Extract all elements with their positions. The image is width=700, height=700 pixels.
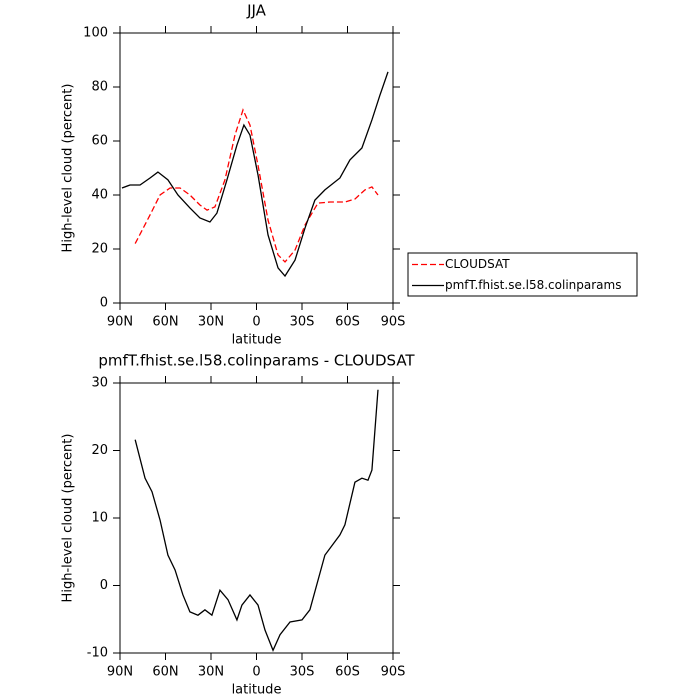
x-tick-label: 90S [381,665,406,680]
y-tick-label: 60 [91,134,108,149]
y-tick-label: 40 [91,188,108,203]
line [134,389,379,652]
legend-label: pmfT.fhist.se.l58.colinparams [445,278,621,292]
y-tick-label: 10 [91,511,108,526]
x-tick-label: 60N [152,315,178,330]
y-tick-label: 20 [91,443,108,458]
x-axis-label: latitude [232,333,282,348]
x-tick-label: 30S [290,315,315,330]
x-tick-label: 0 [252,665,260,680]
y-tick-label: 80 [91,80,108,95]
y-tick-label: 20 [91,242,108,257]
y-tick-label: 0 [100,578,108,593]
chart-title: JJA [246,2,267,20]
x-axis-label: latitude [232,683,282,698]
x-tick-label: 30N [198,665,224,680]
y-axis-label: High-level cloud (percent) [61,84,76,253]
x-tick-label: 60S [335,315,360,330]
legend-label: CLOUDSAT [445,257,510,271]
y-tick-label: 0 [100,296,108,311]
x-tick-label: 90S [381,315,406,330]
y-tick-label: 30 [91,376,108,391]
plot-frame [119,382,394,654]
x-tick-label: 0 [252,315,260,330]
line [134,108,379,263]
x-tick-label: 90N [107,665,133,680]
x-tick-label: 90N [107,315,133,330]
x-tick-label: 60S [335,665,360,680]
legend-box [407,252,638,297]
line [121,71,389,278]
chart-title: pmfT.fhist.se.l58.colinparams - CLOUDSAT [98,352,415,370]
y-tick-label: -10 [87,646,108,661]
x-tick-label: 30S [290,665,315,680]
x-tick-label: 60N [152,665,178,680]
y-axis-label: High-level cloud (percent) [61,434,76,603]
y-tick-label: 100 [83,26,108,41]
x-tick-label: 30N [198,315,224,330]
